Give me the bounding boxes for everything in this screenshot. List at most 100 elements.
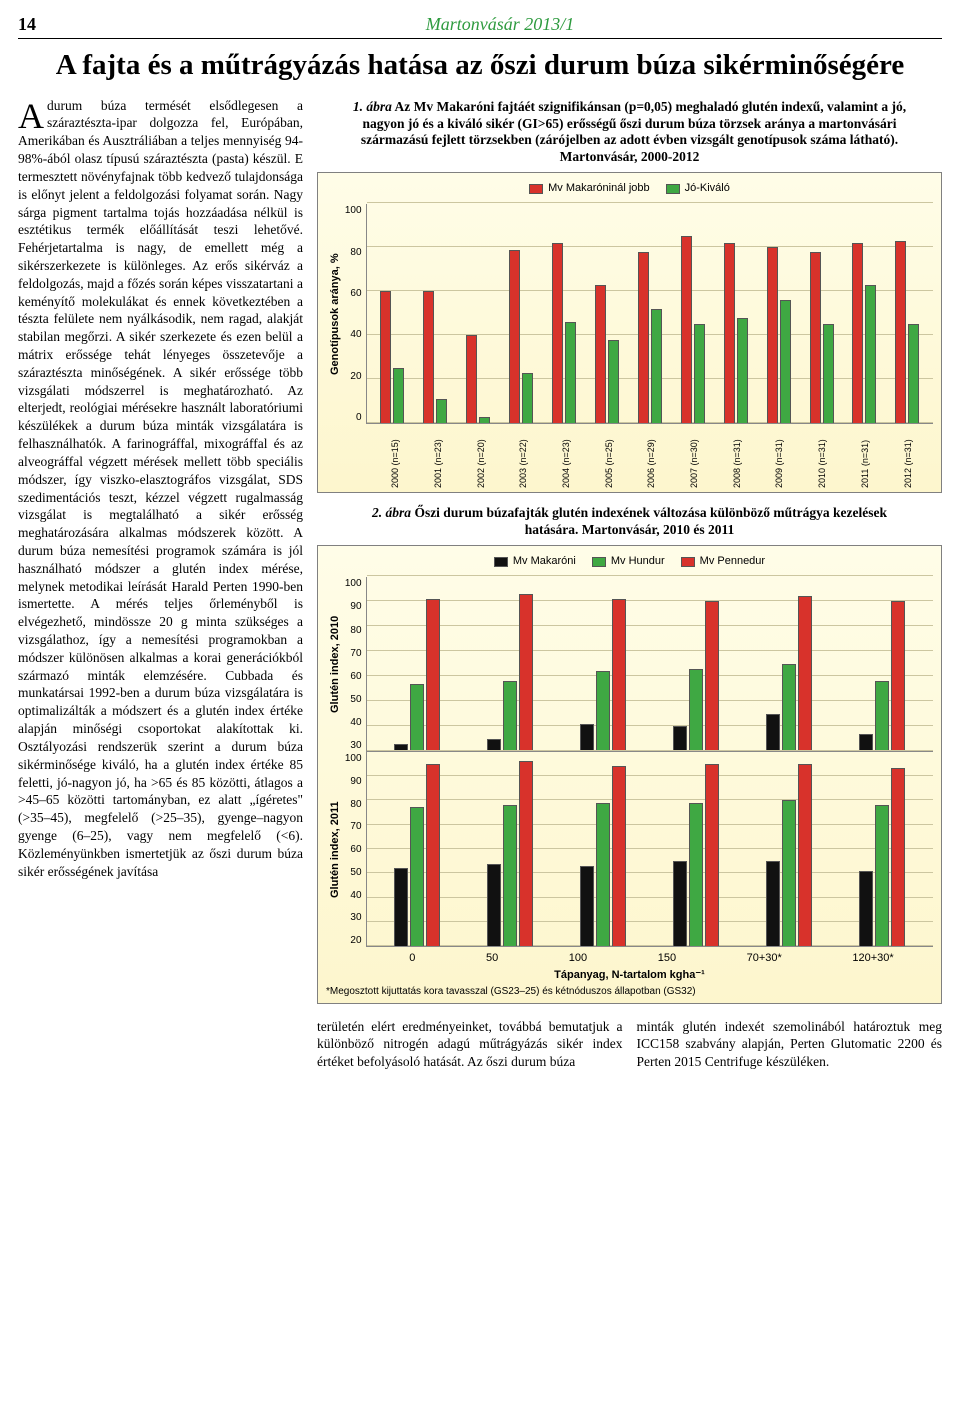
fig2-chart: Mv MakaróniMv HundurMv PennedurGlutén in…	[317, 545, 942, 1003]
bar	[394, 868, 408, 946]
x-ticks: 2000 (n=15)2001 (n=23)2002 (n=20)2003 (n…	[370, 424, 933, 488]
legend-item: Mv Pennedur	[681, 554, 765, 569]
fig2-caption: 2. ábra Őszi durum búzafajták glutén ind…	[345, 505, 914, 539]
plot-area	[366, 577, 933, 752]
bar	[895, 241, 906, 424]
bar	[410, 807, 424, 946]
bar	[436, 399, 447, 423]
bar	[466, 335, 477, 423]
bar	[780, 300, 791, 423]
bar	[705, 601, 719, 751]
bar-group	[673, 601, 719, 751]
y-ticks: 100806040200	[345, 204, 366, 424]
bar	[410, 684, 424, 752]
bar-group	[487, 594, 533, 752]
bar	[737, 318, 748, 424]
legend-item: Mv Makaróni	[494, 554, 576, 569]
bar-group	[673, 764, 719, 947]
bar	[608, 340, 619, 424]
bar	[673, 726, 687, 751]
chart-footnote: *Megosztott kijuttatás kora tavasszal (G…	[326, 985, 933, 999]
bar-group	[466, 335, 490, 423]
bar-group	[859, 601, 905, 751]
bar	[580, 866, 594, 946]
bar-group	[595, 285, 619, 424]
legend-item: Jó-Kiváló	[666, 181, 730, 196]
bar	[612, 599, 626, 752]
bar	[694, 324, 705, 423]
chart-legend: Mv Makaróni Mv Hundur Mv Pennedur	[326, 554, 933, 571]
publication-title: Martonvásár 2013/1	[58, 12, 942, 36]
bar-group	[487, 761, 533, 946]
bar-group	[580, 766, 626, 946]
plot-area	[366, 204, 933, 424]
y-ticks: 10090807060504030	[345, 577, 366, 752]
y-ticks: 1009080706050403020	[345, 752, 366, 947]
bar	[503, 681, 517, 751]
bar-group	[681, 236, 705, 423]
bar	[782, 800, 796, 946]
bar	[865, 285, 876, 424]
legend-item: Mv Hundur	[592, 554, 665, 569]
page-header: 14 Martonvásár 2013/1	[18, 12, 942, 39]
bar	[689, 669, 703, 752]
bar	[705, 764, 719, 947]
bar	[875, 805, 889, 946]
bar	[612, 766, 626, 946]
bar	[766, 861, 780, 946]
bar-group	[724, 243, 748, 423]
bar	[595, 285, 606, 424]
bar	[875, 681, 889, 751]
x-axis-label: Tápanyag, N-tartalom kgha⁻¹	[326, 968, 933, 983]
bar	[580, 724, 594, 752]
bar-group	[380, 291, 404, 423]
bar	[681, 236, 692, 423]
bar	[908, 324, 919, 423]
bar	[393, 368, 404, 423]
bar	[891, 601, 905, 751]
body-column: A durum búza termését elsődlegesen a szá…	[18, 97, 303, 1071]
bar	[767, 247, 778, 423]
x-ticks: 05010015070+30*120+30*	[370, 947, 933, 966]
bar	[426, 599, 440, 752]
page-number: 14	[18, 12, 58, 36]
bar	[689, 803, 703, 947]
bar-group	[895, 241, 919, 424]
bar	[638, 252, 649, 424]
bar	[479, 417, 490, 424]
bar-group	[509, 250, 533, 424]
bar	[891, 768, 905, 946]
plot-area	[366, 752, 933, 947]
bar	[380, 291, 391, 423]
bar-group	[552, 243, 576, 423]
legend-item: Mv Makaróninál jobb	[529, 181, 650, 196]
fig1-chart: Mv Makaróninál jobbJó-KiválóGenotípusok …	[317, 172, 942, 493]
figures-column: 1. ábra Az Mv Makaróni fajtáét szignifik…	[317, 97, 942, 1071]
bar	[651, 309, 662, 423]
bar	[519, 761, 533, 946]
bar	[782, 664, 796, 752]
bar-group	[852, 243, 876, 423]
bar-group	[766, 764, 812, 947]
bar	[503, 805, 517, 946]
bar	[423, 291, 434, 423]
bar	[673, 861, 687, 946]
bottom-col-1: területén elért eredményeinket, továbbá …	[317, 1018, 623, 1071]
bar-group	[766, 596, 812, 751]
fig2-caption-text: Őszi durum búzafajták glutén indexének v…	[414, 505, 887, 537]
bar	[724, 243, 735, 423]
bar-group	[580, 599, 626, 752]
content-columns: A durum búza termését elsődlegesen a szá…	[18, 97, 942, 1071]
bar-group	[394, 764, 440, 947]
article-title: A fajta és a műtrágyázás hatása az őszi …	[18, 49, 942, 82]
bar-group	[810, 252, 834, 424]
bar	[552, 243, 563, 423]
bar-group	[638, 252, 662, 424]
bar-group	[423, 291, 447, 423]
bar-group	[859, 768, 905, 946]
fig1-caption: 1. ábra Az Mv Makaróni fajtáét szignifik…	[345, 99, 914, 167]
bottom-columns: területén elért eredményeinket, továbbá …	[317, 1018, 942, 1071]
bar	[426, 764, 440, 947]
bar	[509, 250, 520, 424]
bar	[798, 596, 812, 751]
